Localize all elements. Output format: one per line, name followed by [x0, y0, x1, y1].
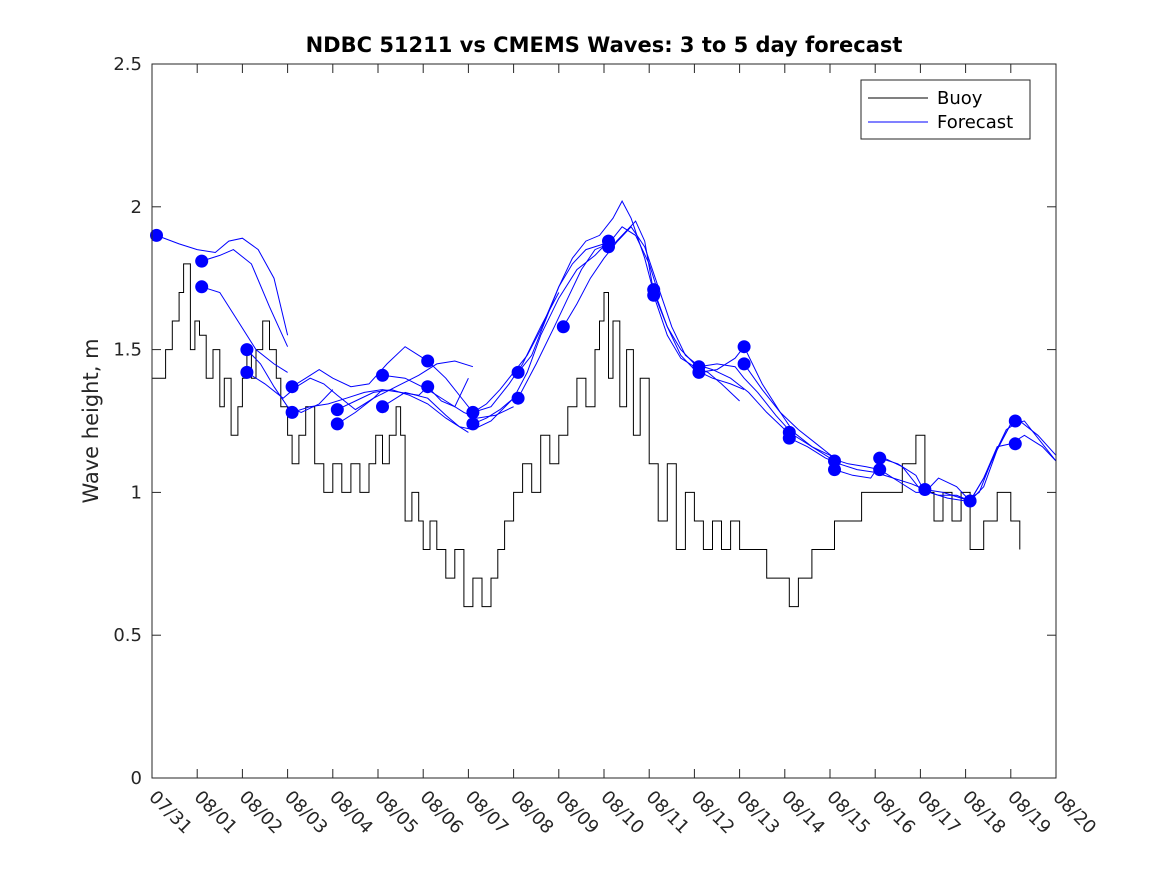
forecast-marker	[150, 228, 163, 242]
forecast-line-13	[427, 377, 469, 408]
forecast-marker	[1008, 437, 1022, 451]
forecast-line-25	[789, 437, 926, 490]
y-tick-label: 2.5	[113, 54, 142, 75]
forecast-line-4	[246, 349, 334, 413]
forecast-line-9	[337, 360, 474, 425]
forecast-marker	[647, 288, 661, 302]
forecast-marker	[963, 494, 977, 508]
forecast-marker	[195, 280, 209, 294]
forecast-marker	[782, 431, 796, 445]
forecast-line-1	[156, 234, 289, 336]
forecast-line-22	[698, 363, 840, 459]
forecast-marker	[556, 320, 570, 334]
plot-area	[152, 64, 1056, 778]
forecast-marker	[195, 254, 209, 268]
forecast-line-29	[924, 420, 1057, 502]
forecast-marker	[376, 400, 389, 414]
forecast-marker	[873, 463, 887, 477]
forecast-marker	[330, 417, 344, 431]
forecast-line-12	[427, 292, 560, 413]
y-tick-label: 1	[131, 482, 142, 503]
forecast-marker	[1008, 414, 1022, 428]
forecast-line-24	[743, 363, 880, 471]
forecast-marker	[692, 365, 706, 379]
forecast-line-5	[246, 371, 383, 411]
forecast-line-16	[517, 200, 655, 373]
forecast-line-14	[472, 243, 605, 413]
forecast-marker	[511, 391, 525, 405]
forecast-marker	[285, 405, 299, 419]
forecast-line-23	[698, 345, 835, 459]
legend-box	[860, 79, 1031, 140]
legend-buoy-label: Buoy	[937, 88, 983, 109]
y-tick-label: 0.5	[113, 625, 142, 646]
forecast-marker	[466, 405, 480, 419]
y-tick-label: 0	[131, 768, 142, 789]
y-axis-label: Wave height, m	[79, 338, 103, 503]
forecast-line-3	[201, 286, 288, 373]
forecast-line-17	[517, 226, 659, 399]
forecast-marker	[737, 357, 751, 371]
legend-forecast-label: Forecast	[937, 112, 1013, 133]
forecast-marker	[285, 380, 299, 394]
forecast-marker	[376, 368, 389, 382]
forecast-marker	[602, 240, 615, 254]
forecast-marker	[240, 343, 254, 357]
chart-title: NDBC 51211 vs CMEMS Waves: 3 to 5 day fo…	[306, 33, 903, 57]
forecast-marker	[828, 463, 841, 477]
forecast-marker	[421, 380, 435, 394]
legend: Buoy Forecast	[860, 79, 1031, 140]
forecast-marker	[873, 451, 887, 465]
forecast-line-18	[562, 226, 704, 370]
forecast-marker	[240, 365, 254, 379]
forecast-marker	[737, 340, 751, 354]
forecast-line-2	[201, 249, 289, 347]
y-tick-label: 2	[131, 197, 142, 218]
y-tick-label: 1.5	[113, 340, 142, 361]
forecast-marker	[918, 483, 932, 496]
forecast-line-6	[291, 346, 424, 388]
forecast-marker	[511, 365, 525, 379]
forecast-marker	[466, 417, 480, 431]
forecast-marker	[330, 403, 344, 417]
forecast-marker	[421, 354, 435, 368]
forecast-line-8	[337, 389, 469, 433]
data-layer	[150, 200, 1057, 608]
forecast-line-11	[382, 391, 514, 431]
forecast-line-20	[653, 289, 795, 436]
